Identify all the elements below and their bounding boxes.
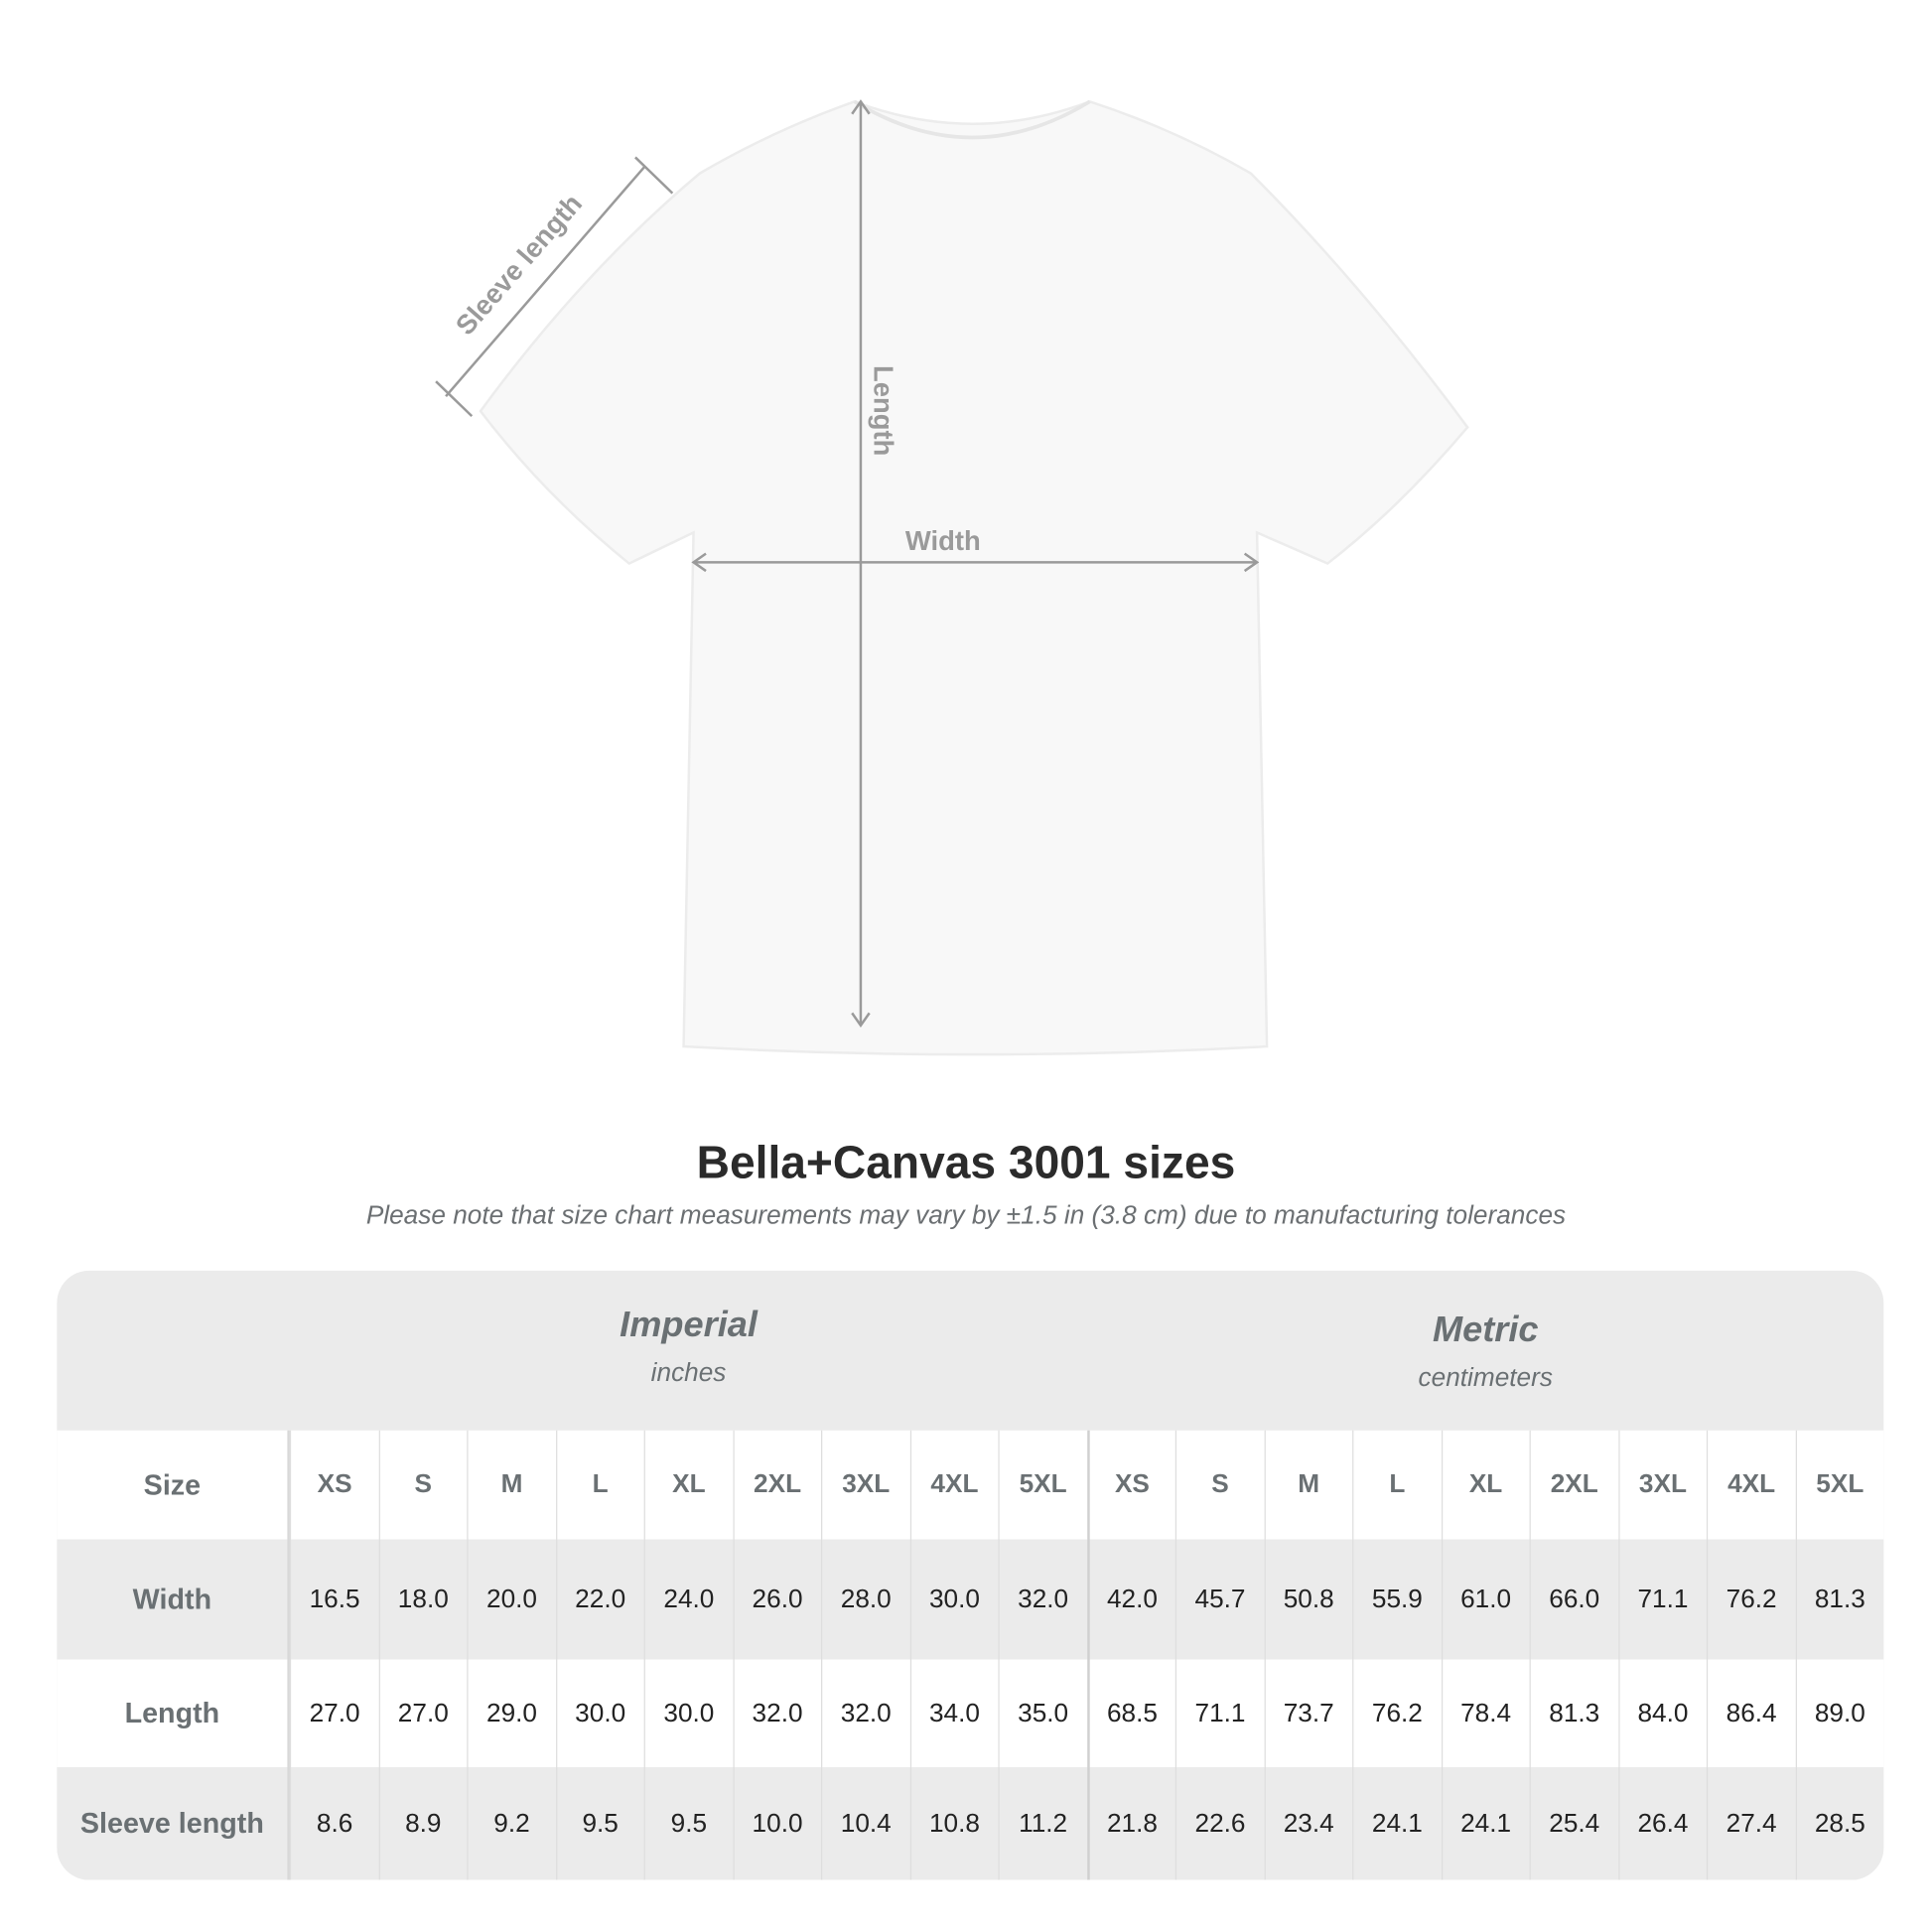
size-header-cell: S [378,1430,467,1540]
table-cell: 26.0 [732,1539,821,1660]
table-cell: 76.2 [1706,1539,1795,1660]
table-cell: 25.4 [1529,1767,1618,1880]
table-cell: 24.1 [1352,1767,1441,1880]
tolerance-note: Please note that size chart measurements… [365,1200,1567,1230]
table-cell: 76.2 [1352,1659,1441,1768]
size-header-cell: 2XL [732,1430,821,1540]
table-cell: 81.3 [1529,1659,1618,1768]
table-cell: 81.3 [1795,1539,1883,1660]
table-cell: 55.9 [1352,1539,1441,1660]
table-cell: 28.0 [821,1539,909,1660]
size-header-cell: L [1352,1430,1441,1540]
size-header-cell: 4XL [909,1430,998,1540]
table-row: Length 27.0 27.0 29.0 30.0 30.0 32.0 32.0 34.0 35… [57,1659,1884,1768]
table-cell: 30.0 [909,1539,998,1660]
size-header-cell: L [555,1430,643,1540]
table-cell: 10.8 [909,1767,998,1880]
table-cell: 22.6 [1174,1767,1264,1880]
table-cell: 32.0 [821,1659,909,1768]
size-header-cell: 3XL [821,1430,909,1540]
row-label: Sleeve length [57,1767,290,1880]
table-cell: 73.7 [1263,1659,1352,1768]
tshirt-shape [479,99,1469,1056]
measurement-lines [435,99,1260,1029]
table-cell: 24.0 [643,1539,733,1660]
table-cell: 10.0 [732,1767,821,1880]
table-cell: 11.2 [998,1767,1086,1880]
table-cell: 20.0 [467,1539,555,1660]
size-header-cell: M [1263,1430,1352,1540]
table-cell: 61.0 [1441,1539,1529,1660]
length-label: Length [869,365,899,456]
table-cell: 9.5 [555,1767,643,1880]
table-cell: 30.0 [555,1659,643,1768]
imperial-header: Imperial inches [620,1305,758,1388]
size-header-cell: XS [1086,1430,1175,1540]
size-header-cell: XL [643,1430,733,1540]
size-header-cell: 5XL [998,1430,1086,1540]
metric-header: Metric centimeters [1418,1310,1553,1393]
size-table: Imperial inches Metric centimeters Size X… [57,1270,1884,1880]
table-cell: 78.4 [1441,1659,1529,1768]
table-cell: 45.7 [1174,1539,1264,1660]
table-cell: 89.0 [1795,1659,1883,1768]
row-label: Length [57,1659,290,1768]
table-cell: 71.1 [1617,1539,1707,1660]
table-cell: 32.0 [998,1539,1086,1660]
table-cell: 23.4 [1263,1767,1352,1880]
size-header-cell: 3XL [1617,1430,1707,1540]
table-cell: 24.1 [1441,1767,1529,1880]
size-header-cell: XL [1441,1430,1529,1540]
table-cell: 9.5 [643,1767,733,1880]
table-cell: 66.0 [1529,1539,1618,1660]
size-header-cell: 5XL [1795,1430,1883,1540]
table-cell: 86.4 [1706,1659,1795,1768]
table-cell: 32.0 [732,1659,821,1768]
table-cell: 84.0 [1617,1659,1707,1768]
table-cell: 16.5 [289,1539,378,1660]
table-cell: 10.4 [821,1767,909,1880]
table-cell: 71.1 [1174,1659,1264,1768]
table-cell: 28.5 [1795,1767,1883,1880]
table-cell: 34.0 [909,1659,998,1768]
tshirt-diagram: Sleeve length Length Width [435,99,1469,1056]
table-cell: 68.5 [1086,1659,1175,1768]
size-header-cell: 2XL [1529,1430,1618,1540]
table-cell: 35.0 [998,1659,1086,1768]
width-label: Width [905,525,981,556]
table-cell: 8.9 [378,1767,467,1880]
table-row: Sleeve length 8.6 8.9 9.2 9.5 9.5 10.0 10.4 10.8… [57,1767,1884,1880]
table-cell: 27.4 [1706,1767,1795,1880]
table-cell: 42.0 [1086,1539,1175,1660]
table-cell: 30.0 [643,1659,733,1768]
size-header-cell: S [1174,1430,1264,1540]
table-cell: 22.0 [555,1539,643,1660]
table-cell: 29.0 [467,1659,555,1768]
table-cell: 50.8 [1263,1539,1352,1660]
table-row: Size XS S M L XL 2XL 3XL 4XL 5XL XS S M L XL 2XL 3XL 4XL 5… [57,1430,1884,1540]
page-title: Bella+Canvas 3001 sizes [696,1137,1236,1188]
table-cell: 27.0 [378,1659,467,1768]
size-header-cell: M [467,1430,555,1540]
table-cell: 26.4 [1617,1767,1707,1880]
table-cell: 9.2 [467,1767,555,1880]
table-cell: 18.0 [378,1539,467,1660]
size-header-cell: 4XL [1706,1430,1795,1540]
table-cell: 27.0 [289,1659,378,1768]
row-label: Width [57,1539,290,1660]
size-header-cell: XS [289,1430,378,1540]
row-label: Size [57,1430,290,1540]
table-cell: 21.8 [1086,1767,1175,1880]
table-cell: 8.6 [289,1767,378,1880]
table-row: Width 16.5 18.0 20.0 22.0 24.0 26.0 28.0 30.0 32.… [57,1539,1884,1660]
